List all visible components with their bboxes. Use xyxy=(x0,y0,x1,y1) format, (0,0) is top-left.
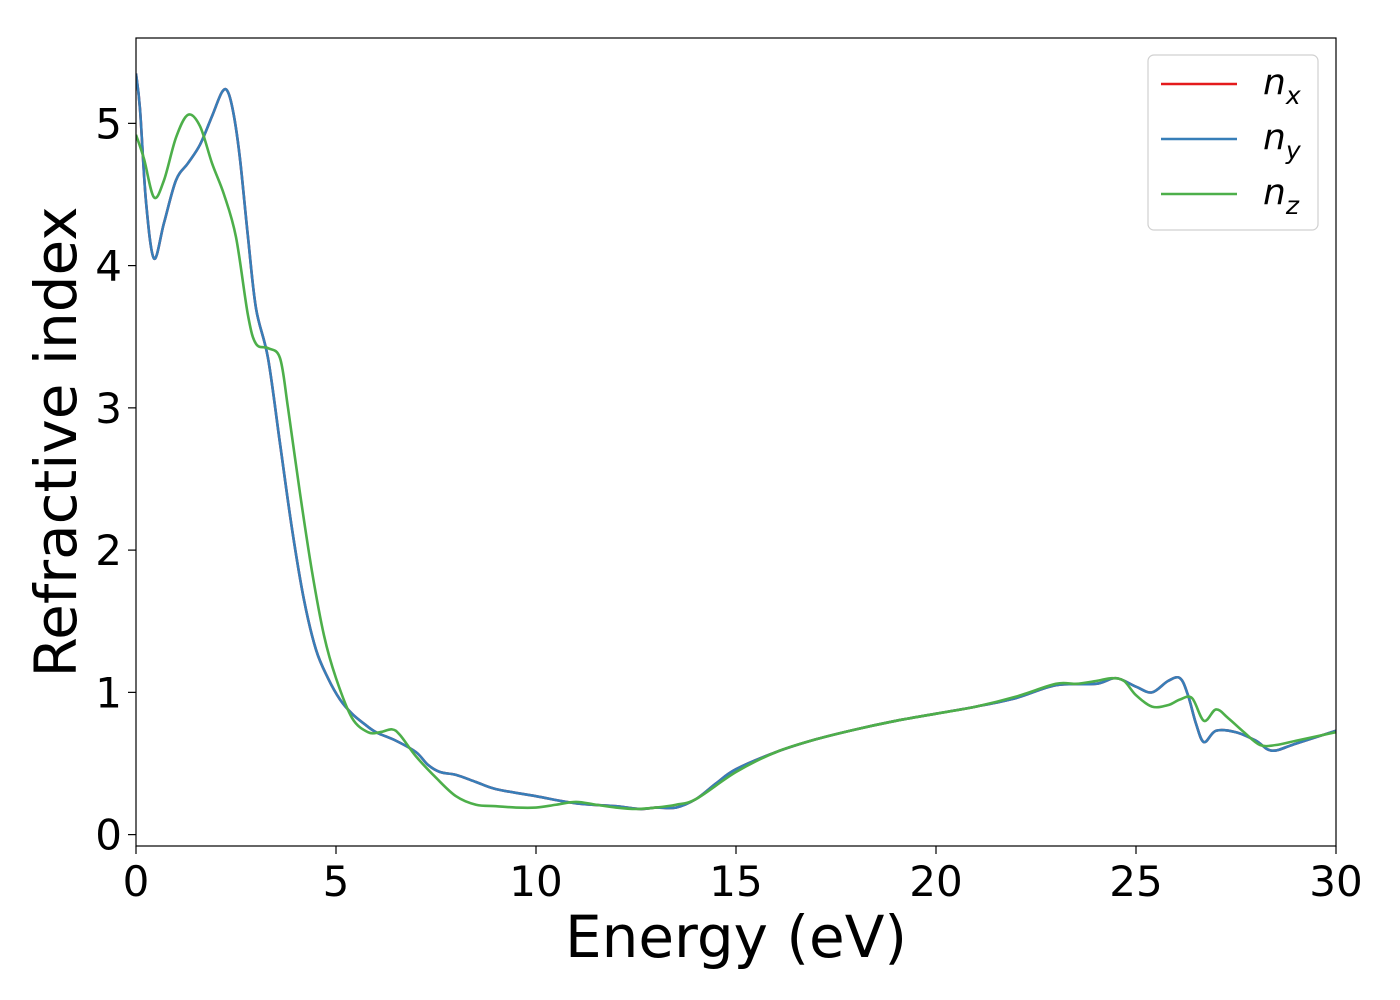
y-tick-label: 1 xyxy=(95,668,122,717)
x-tick-label: 20 xyxy=(909,857,962,906)
x-tick-label: 25 xyxy=(1109,857,1162,906)
y-tick-label: 5 xyxy=(95,99,122,148)
legend-label-main: n xyxy=(1263,117,1286,158)
y-axis-ticks: 0 1 2 3 4 5 xyxy=(95,99,136,860)
legend-label-subscript: y xyxy=(1285,136,1302,165)
plot-lines xyxy=(136,73,1336,811)
legend-box xyxy=(1147,54,1319,231)
legend-label-subscript: x xyxy=(1285,81,1301,110)
legend-label-subscript: z xyxy=(1285,191,1300,220)
x-axis-ticks: 0 5 10 15 20 25 30 xyxy=(123,846,1363,906)
y-axis-title: Refractive index xyxy=(22,206,90,677)
x-tick-label: 5 xyxy=(323,857,350,906)
x-tick-label: 15 xyxy=(709,857,762,906)
x-tick-label: 30 xyxy=(1309,857,1362,906)
legend-label-main: n xyxy=(1263,62,1286,103)
legend-label-nz: nz xyxy=(1263,172,1300,220)
legend-label-nx: nx xyxy=(1263,62,1301,110)
x-tick-label: 0 xyxy=(123,857,150,906)
y-tick-label: 2 xyxy=(95,526,122,575)
y-tick-label: 4 xyxy=(95,242,122,291)
y-tick-label: 3 xyxy=(95,384,122,433)
legend-label-ny: ny xyxy=(1263,117,1302,165)
y-tick-label: 0 xyxy=(95,811,122,860)
x-axis-title: Energy (eV) xyxy=(565,903,907,971)
series-line-ny xyxy=(136,73,1336,811)
x-tick-label: 10 xyxy=(509,857,562,906)
series-line-nz xyxy=(136,113,1336,811)
legend-label-main: n xyxy=(1263,172,1286,213)
